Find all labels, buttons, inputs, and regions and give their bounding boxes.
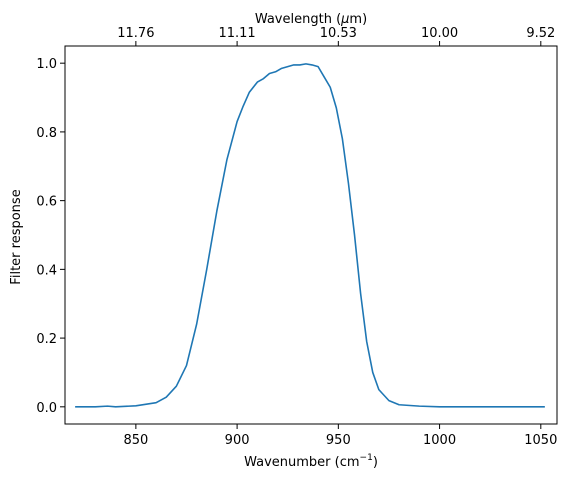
y-tick-label: 1.0 <box>36 57 57 72</box>
y-tick-label: 0.8 <box>36 126 57 141</box>
y-axis-label: Filter response <box>9 189 24 284</box>
plot-frame <box>64 45 558 425</box>
y-tick-label: 0.2 <box>36 332 57 347</box>
y-tick-label: 0.0 <box>36 401 57 416</box>
x-tick-label: 1000 <box>423 433 456 448</box>
filter-response-line <box>75 63 545 408</box>
ticks-layer: 850 900 950 1000 1050 11.76 11.11 10.53 10.00 9.5… <box>36 26 557 448</box>
top-axis-label-mu: μ <box>340 12 349 27</box>
y-tick-label: 0.4 <box>36 263 57 278</box>
x-axis-label-superscript: −1 <box>360 453 373 463</box>
top-tick-label: 10.00 <box>421 26 458 41</box>
x-tick-label: 900 <box>225 433 250 448</box>
top-tick-label: 11.76 <box>117 26 154 41</box>
top-tick-label: 9.52 <box>526 26 555 41</box>
top-axis-label-unit: m) <box>349 12 367 27</box>
x-tick-label: 1050 <box>524 433 557 448</box>
y-tick-label: 0.6 <box>36 195 57 210</box>
top-tick-label: 10.53 <box>320 26 357 41</box>
x-tick-label: 950 <box>326 433 351 448</box>
x-axis-label-close: ) <box>373 455 378 470</box>
line-layer <box>75 63 545 408</box>
x-axis-label: Wavenumber (cm−1) <box>244 453 378 470</box>
top-tick-label: 11.11 <box>218 26 255 41</box>
x-tick-label: 850 <box>123 433 148 448</box>
top-axis-label: Wavelength (μm) <box>255 12 367 27</box>
